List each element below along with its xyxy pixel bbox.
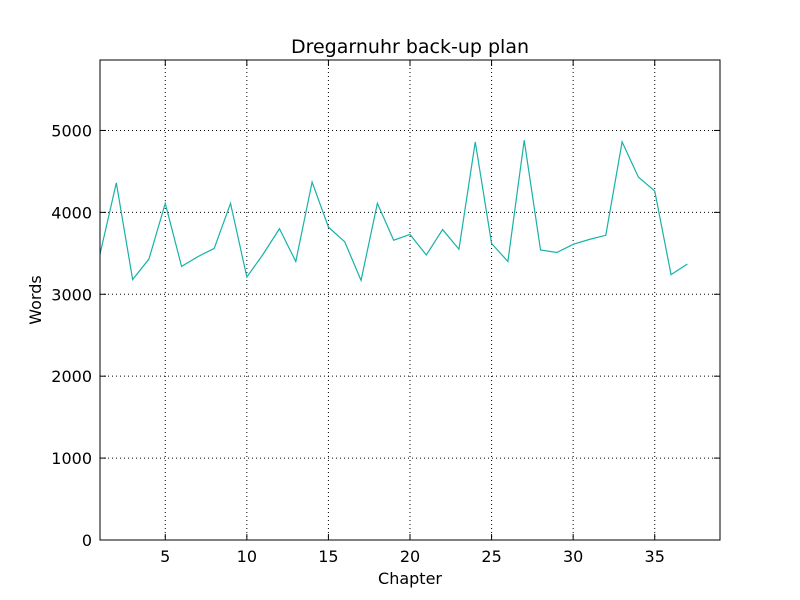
y-tick-label: 3000 (51, 285, 92, 304)
series-line (99, 139, 688, 283)
x-tick-label: 15 (318, 547, 338, 566)
x-tick-label: 35 (645, 547, 665, 566)
grid-layer (100, 60, 720, 541)
y-tick-label: 0 (82, 531, 92, 550)
chart-title: Dregarnuhr back-up plan (291, 36, 529, 58)
x-axis-label: Chapter (378, 569, 442, 588)
y-tick-label: 5000 (51, 121, 92, 140)
x-tick-label: 5 (160, 547, 170, 566)
x-tick-label: 30 (563, 547, 583, 566)
y-tick-label: 2000 (51, 367, 92, 386)
label-layer: Dregarnuhr back-up plan Chapter Words (26, 36, 529, 588)
series-layer (99, 139, 688, 283)
x-tick-label: 20 (400, 547, 420, 566)
x-tick-label: 25 (481, 547, 501, 566)
y-axis-label: Words (26, 275, 45, 324)
y-tick-label: 4000 (51, 203, 92, 222)
x-tick-label: 10 (237, 547, 257, 566)
tick-layer: 5 10 15 20 25 30 35 0 1000 2000 3000 4000 5000 (51, 60, 720, 566)
y-tick-label: 1000 (51, 449, 92, 468)
